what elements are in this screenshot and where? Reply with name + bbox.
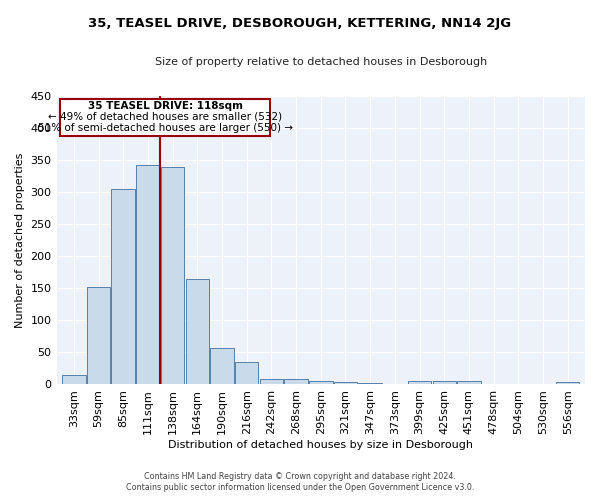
Bar: [62, 375, 86, 384]
Bar: [433, 382, 456, 384]
Bar: [136, 164, 160, 384]
Bar: [185, 278, 209, 384]
Text: 35, TEASEL DRIVE, DESBOROUGH, KETTERING, NN14 2JG: 35, TEASEL DRIVE, DESBOROUGH, KETTERING,…: [88, 18, 512, 30]
Title: Size of property relative to detached houses in Desborough: Size of property relative to detached ho…: [155, 58, 487, 68]
Bar: [235, 362, 259, 384]
Bar: [260, 378, 283, 384]
Bar: [408, 382, 431, 384]
Text: Contains public sector information licensed under the Open Government Licence v3: Contains public sector information licen…: [126, 484, 474, 492]
Text: 35 TEASEL DRIVE: 118sqm: 35 TEASEL DRIVE: 118sqm: [88, 101, 242, 111]
Text: ← 49% of detached houses are smaller (532): ← 49% of detached houses are smaller (53…: [48, 112, 282, 122]
Bar: [334, 382, 357, 384]
Bar: [457, 382, 481, 384]
FancyBboxPatch shape: [60, 98, 270, 136]
Bar: [161, 166, 184, 384]
Y-axis label: Number of detached properties: Number of detached properties: [15, 152, 25, 328]
Bar: [284, 380, 308, 384]
Bar: [358, 383, 382, 384]
Bar: [309, 380, 332, 384]
X-axis label: Distribution of detached houses by size in Desborough: Distribution of detached houses by size …: [168, 440, 473, 450]
Text: Contains HM Land Registry data © Crown copyright and database right 2024.: Contains HM Land Registry data © Crown c…: [144, 472, 456, 481]
Text: 51% of semi-detached houses are larger (550) →: 51% of semi-detached houses are larger (…: [38, 122, 293, 132]
Bar: [210, 348, 234, 385]
Bar: [112, 189, 135, 384]
Bar: [87, 287, 110, 384]
Bar: [556, 382, 580, 384]
